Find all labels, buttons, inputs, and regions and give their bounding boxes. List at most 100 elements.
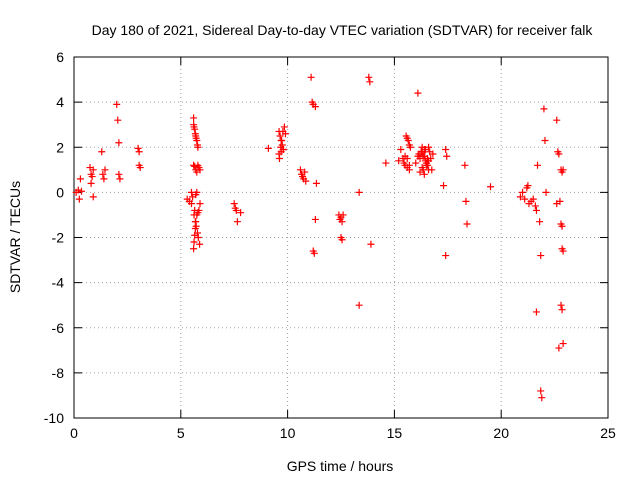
data-point — [194, 161, 202, 169]
y-tick-label: 4 — [56, 94, 64, 110]
data-point — [559, 166, 567, 174]
data-point — [542, 188, 550, 196]
data-point — [276, 132, 284, 140]
data-point — [516, 193, 524, 201]
data-point — [233, 218, 241, 226]
data-point — [196, 200, 204, 208]
data-point — [421, 146, 429, 154]
data-point — [89, 166, 97, 174]
data-point — [191, 125, 199, 133]
data-point — [301, 168, 309, 176]
data-point — [191, 218, 199, 226]
data-point — [76, 175, 84, 183]
data-point — [312, 179, 320, 187]
x-axis-label: GPS time / hours — [287, 458, 394, 474]
y-tick-label: 2 — [56, 139, 64, 155]
data-point — [558, 245, 566, 253]
data-point — [135, 161, 143, 169]
data-point — [98, 148, 106, 156]
data-point — [355, 301, 363, 309]
data-point — [338, 236, 346, 244]
data-point — [403, 155, 411, 163]
data-point — [232, 206, 240, 214]
y-tick-label: -4 — [52, 275, 65, 291]
data-point — [538, 394, 546, 402]
data-point — [443, 152, 451, 160]
x-tick-label: 25 — [600, 425, 616, 441]
data-point — [429, 150, 437, 158]
data-point — [424, 155, 432, 163]
y-tick-label: -8 — [52, 365, 65, 381]
x-tick-label: 10 — [280, 425, 296, 441]
data-point — [114, 116, 122, 124]
data-point — [555, 344, 563, 352]
data-point — [302, 177, 310, 185]
data-point — [311, 215, 319, 223]
data-point — [113, 100, 121, 108]
data-point — [397, 146, 405, 154]
data-point — [406, 143, 414, 151]
data-point — [74, 186, 82, 194]
data-point — [87, 179, 95, 187]
data-point — [553, 200, 561, 208]
data-point — [193, 229, 201, 237]
data-point — [541, 136, 549, 144]
data-point — [519, 188, 527, 196]
data-point — [191, 206, 199, 214]
data-point — [412, 159, 420, 167]
data-point — [422, 161, 430, 169]
data-point — [89, 193, 97, 201]
data-point — [339, 211, 347, 219]
data-point — [190, 245, 198, 253]
data-point — [77, 187, 85, 195]
y-tick-label: -6 — [52, 320, 65, 336]
data-point — [559, 340, 567, 348]
data-point — [367, 240, 375, 248]
data-point — [296, 166, 304, 174]
data-point — [529, 195, 537, 203]
data-point — [193, 168, 201, 176]
grid — [74, 57, 608, 418]
data-point — [553, 116, 561, 124]
data-point — [338, 218, 346, 226]
data-point — [382, 159, 390, 167]
data-point — [115, 139, 123, 147]
x-tick-label: 5 — [177, 425, 185, 441]
data-point — [463, 220, 471, 228]
data-point — [194, 143, 202, 151]
data-point — [196, 240, 204, 248]
data-point — [101, 166, 109, 174]
data-point — [75, 195, 83, 203]
data-point — [414, 152, 422, 160]
data-point — [462, 197, 470, 205]
data-point — [414, 89, 422, 97]
data-point — [194, 234, 202, 241]
data-point — [193, 136, 201, 144]
data-point — [116, 175, 124, 183]
y-tick-label: -10 — [44, 410, 64, 426]
data-point — [404, 136, 412, 144]
data-point — [461, 161, 469, 169]
y-axis-label: SDTVAR / TECUs — [7, 181, 23, 293]
data-point — [190, 238, 198, 246]
x-tick-label: 0 — [70, 425, 78, 441]
data-point — [192, 222, 200, 230]
data-point — [279, 146, 287, 154]
data-point — [355, 188, 363, 196]
data-point — [540, 105, 548, 113]
data-point — [440, 182, 448, 190]
data-point — [264, 144, 272, 152]
data-point — [134, 144, 142, 152]
y-tick-label: 6 — [56, 49, 64, 65]
data-point — [531, 202, 539, 210]
data-point — [135, 148, 143, 156]
data-point — [190, 211, 198, 219]
data-point — [555, 150, 563, 158]
data-point — [532, 308, 540, 316]
data-point — [99, 170, 107, 178]
data-point — [534, 161, 542, 169]
data-point — [310, 249, 318, 257]
data-point — [558, 222, 566, 230]
data-point — [557, 301, 565, 309]
